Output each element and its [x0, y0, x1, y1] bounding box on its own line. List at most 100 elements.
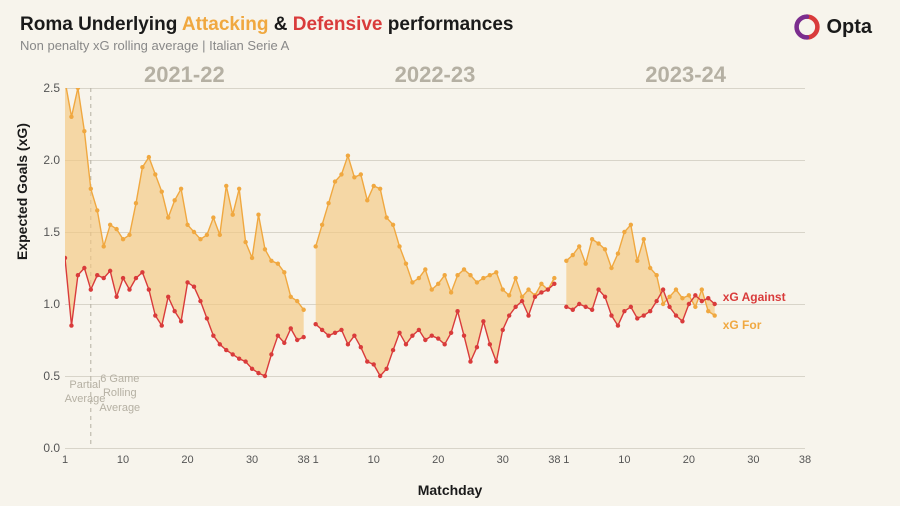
xg-against-marker	[397, 331, 401, 335]
xg-against-marker	[89, 287, 93, 291]
xg-against-marker	[693, 293, 697, 297]
xg-against-marker	[289, 326, 293, 330]
header: Roma Underlying Attacking & Defensive pe…	[20, 14, 880, 53]
xg-for-marker	[114, 227, 118, 231]
chart-title: Roma Underlying Attacking & Defensive pe…	[20, 14, 880, 36]
xg-against-marker	[539, 290, 543, 294]
xg-for-marker	[359, 172, 363, 176]
xg-for-marker	[263, 247, 267, 251]
y-tick: 1.0	[36, 297, 60, 311]
xg-against-marker	[301, 335, 305, 339]
xg-against-marker	[172, 309, 176, 313]
xg-for-marker	[326, 201, 330, 205]
xg-against-marker	[333, 331, 337, 335]
xg-for-marker	[378, 187, 382, 191]
xg-against-marker	[436, 336, 440, 340]
xg-against-marker	[494, 359, 498, 363]
y-tick: 0.5	[36, 369, 60, 383]
xg-against-marker	[102, 276, 106, 280]
xg-for-area	[316, 156, 555, 376]
x-tick: 20	[683, 454, 695, 466]
xg-against-marker	[501, 328, 505, 332]
xg-for-marker	[712, 313, 716, 317]
xg-for-marker	[192, 230, 196, 234]
xg-for-marker	[205, 233, 209, 237]
xg-against-marker	[282, 341, 286, 345]
xg-against-marker	[674, 313, 678, 317]
xg-against-marker	[218, 342, 222, 346]
xg-against-marker	[134, 276, 138, 280]
season-label: 2022-23	[316, 62, 555, 88]
xg-against-marker	[108, 269, 112, 273]
xg-for-marker	[635, 259, 639, 263]
xg-for-marker	[172, 198, 176, 202]
series-label-for: xG For	[723, 318, 762, 332]
xg-against-marker	[423, 338, 427, 342]
xg-against-marker	[417, 328, 421, 332]
xg-against-marker	[263, 374, 267, 378]
chart-subtitle: Non penalty xG rolling average | Italian…	[20, 38, 880, 53]
xg-against-marker	[320, 328, 324, 332]
xg-against-marker	[583, 305, 587, 309]
x-tick: 10	[117, 454, 129, 466]
xg-for-marker	[301, 308, 305, 312]
xg-against-marker	[635, 316, 639, 320]
xg-for-marker	[102, 244, 106, 248]
xg-for-marker	[680, 296, 684, 300]
xg-for-marker	[211, 215, 215, 219]
xg-for-marker	[571, 253, 575, 257]
xg-against-marker	[114, 295, 118, 299]
xg-against-marker	[95, 273, 99, 277]
x-tick: 30	[497, 454, 509, 466]
xg-for-marker	[481, 276, 485, 280]
xg-against-marker	[205, 316, 209, 320]
xg-against-marker	[687, 302, 691, 306]
xg-for-marker	[243, 240, 247, 244]
x-tick: 38	[799, 454, 811, 466]
xg-against-marker	[372, 362, 376, 366]
xg-for-marker	[339, 172, 343, 176]
xg-against-marker	[455, 309, 459, 313]
xg-for-marker	[410, 280, 414, 284]
xg-against-marker	[76, 273, 80, 277]
xg-against-marker	[700, 299, 704, 303]
season-label: 2023-24	[566, 62, 805, 88]
brand-logo: Opta	[794, 14, 872, 40]
xg-for-marker	[250, 256, 254, 260]
xg-against-marker	[596, 287, 600, 291]
xg-for-marker	[95, 208, 99, 212]
title-suffix: performances	[383, 14, 514, 35]
xg-for-marker	[475, 280, 479, 284]
opta-logo-icon	[794, 14, 820, 40]
xg-against-marker	[481, 319, 485, 323]
xg-for-marker	[442, 273, 446, 277]
xg-against-marker	[192, 285, 196, 289]
xg-against-marker	[147, 287, 151, 291]
xg-against-marker	[706, 296, 710, 300]
xg-for-marker	[179, 187, 183, 191]
xg-for-marker	[153, 172, 157, 176]
xg-against-marker	[326, 333, 330, 337]
y-tick: 0.0	[36, 441, 60, 455]
xg-for-marker	[134, 201, 138, 205]
xg-against-marker	[256, 371, 260, 375]
xg-against-marker	[359, 345, 363, 349]
xg-for-marker	[520, 295, 524, 299]
xg-against-marker	[513, 305, 517, 309]
xg-for-marker	[706, 309, 710, 313]
xg-for-marker	[333, 179, 337, 183]
xg-for-marker	[166, 215, 170, 219]
xg-for-marker	[295, 299, 299, 303]
y-gridline	[65, 448, 805, 449]
xg-against-marker	[603, 295, 607, 299]
xg-against-marker	[449, 331, 453, 335]
xg-for-marker	[654, 273, 658, 277]
xg-against-marker	[313, 322, 317, 326]
xg-for-marker	[365, 198, 369, 202]
xg-for-marker	[494, 270, 498, 274]
x-tick: 1	[563, 454, 569, 466]
xg-for-marker	[276, 261, 280, 265]
xg-against-marker	[269, 352, 273, 356]
xg-against-marker	[571, 308, 575, 312]
xg-for-marker	[127, 233, 131, 237]
